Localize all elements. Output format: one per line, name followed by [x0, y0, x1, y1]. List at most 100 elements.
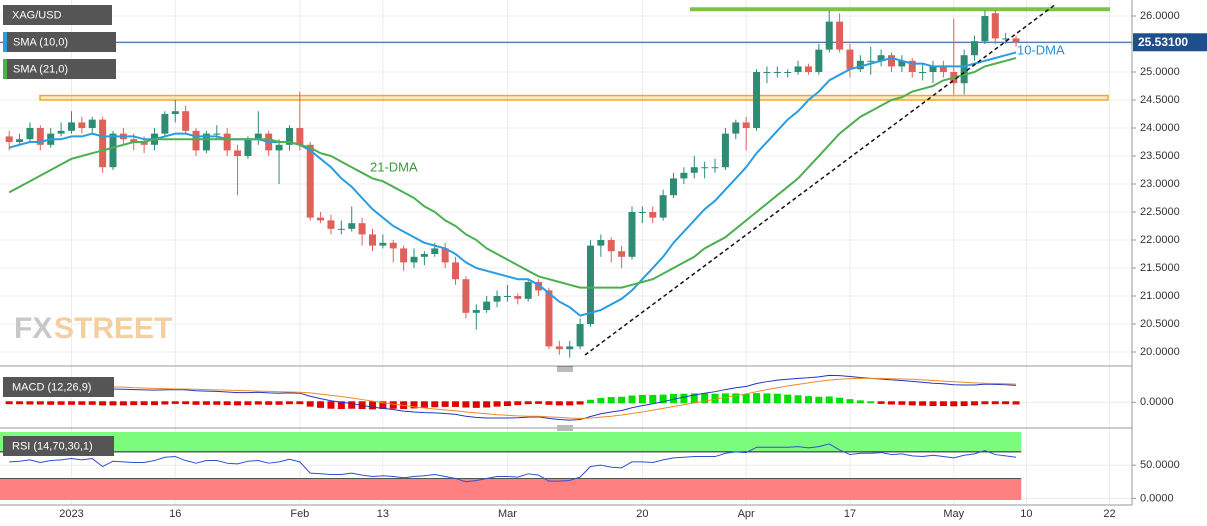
candle-body — [379, 242, 387, 246]
legend-swatch — [3, 32, 7, 52]
y-tick-label: 20.5000 — [1140, 318, 1180, 330]
macd-histogram-bar — [919, 401, 927, 406]
candle-body — [483, 301, 491, 311]
candle-body — [358, 223, 366, 235]
resize-handle[interactable] — [557, 366, 573, 372]
macd-histogram-bar — [618, 396, 626, 404]
y-tick-label: 0.0000 — [1140, 396, 1174, 408]
macd-histogram-bar — [67, 401, 75, 405]
macd-histogram-bar — [441, 401, 449, 407]
macd-histogram-bar — [804, 396, 812, 404]
macd-histogram-bar — [555, 401, 563, 406]
macd-histogram-bar — [5, 401, 13, 405]
macd-histogram-bar — [452, 401, 460, 407]
macd-histogram-bar — [535, 401, 543, 404]
macd-histogram-bar — [753, 393, 761, 404]
candle-body — [680, 172, 688, 179]
y-tick-label: 24.0000 — [1140, 122, 1180, 134]
macd-histogram-bar — [721, 393, 729, 404]
candle-body — [431, 248, 439, 255]
candle-body — [919, 72, 927, 74]
macd-histogram-bar — [47, 401, 55, 405]
legend-entry: SMA (10,0) — [13, 36, 68, 48]
watermark-street: STREET — [54, 312, 172, 345]
legend-swatch — [3, 59, 7, 79]
macd-histogram-bar — [88, 401, 96, 405]
candle-body — [472, 310, 480, 313]
macd-histogram-bar — [57, 401, 65, 405]
watermark-fx: FX — [14, 312, 52, 345]
sma-line — [8, 57, 1017, 289]
macd-histogram-bar — [389, 401, 397, 409]
legend-box[interactable] — [3, 5, 112, 25]
macd-histogram-bar — [566, 401, 574, 406]
candle-body — [244, 139, 252, 157]
y-tick-label: 26.0000 — [1140, 10, 1180, 22]
candle-body — [452, 262, 460, 280]
candle-body — [825, 21, 833, 50]
legend-box[interactable] — [3, 436, 114, 456]
annotation-10dma: 10-DMA — [1017, 42, 1065, 57]
x-tick-label: Apr — [738, 508, 755, 520]
candle-body — [597, 240, 605, 246]
y-tick-label: 22.0000 — [1140, 234, 1180, 246]
macd-histogram-bar — [867, 401, 875, 404]
macd-histogram-bar — [960, 401, 968, 407]
candle-body — [161, 114, 169, 134]
candle-body — [275, 144, 283, 151]
macd-histogram-bar — [202, 401, 210, 405]
macd-histogram-bar — [908, 401, 916, 406]
macd-histogram-bar — [514, 401, 522, 406]
candle-body — [140, 142, 148, 145]
rsi-line — [9, 443, 1017, 483]
macd-histogram-bar — [368, 401, 376, 410]
macd-histogram-bar — [379, 401, 387, 410]
candle-body — [763, 72, 771, 74]
candle-body — [337, 228, 345, 230]
resize-handle[interactable] — [557, 425, 573, 431]
sma-line — [8, 51, 1017, 317]
candle-body — [721, 133, 729, 168]
candle-body — [638, 212, 646, 214]
y-tick-label: 21.0000 — [1140, 290, 1180, 302]
marks-layer — [0, 7, 1132, 500]
candle-body — [929, 66, 937, 73]
candle-body — [327, 220, 335, 229]
macd-histogram-bar — [742, 394, 750, 404]
x-tick-label: 20 — [636, 508, 648, 520]
candle-body — [576, 324, 584, 347]
macd-histogram-bar — [78, 401, 86, 405]
annotation-21dma: 21-DMA — [370, 159, 418, 174]
macd-histogram-bar — [337, 401, 345, 410]
candle-body — [659, 195, 667, 218]
macd-histogram-bar — [607, 397, 615, 404]
legend-box[interactable] — [3, 32, 116, 52]
candle-body — [493, 296, 501, 302]
x-tick-label: 22 — [1103, 508, 1115, 520]
macd-histogram-bar — [306, 401, 314, 407]
candle-body — [296, 128, 304, 145]
y-tick-label: 0.0000 — [1140, 492, 1174, 504]
legend-box[interactable] — [3, 59, 116, 79]
rsi-title: RSI (14,70,30,1) — [12, 440, 93, 452]
macd-histogram-bar — [99, 401, 107, 406]
legend-box[interactable] — [3, 377, 114, 397]
x-tick-label: May — [943, 508, 964, 520]
x-tick-label: 13 — [377, 508, 389, 520]
macd-histogram-bar — [285, 401, 293, 405]
macd-histogram-bar — [119, 401, 127, 406]
macd-histogram-bar — [348, 401, 356, 409]
macd-histogram-bar — [151, 401, 159, 406]
candle-body — [109, 133, 117, 168]
macd-histogram-bar — [1002, 401, 1010, 405]
candle-body — [555, 346, 563, 350]
candle-body — [67, 122, 75, 131]
candle-body — [254, 133, 262, 140]
candle-body — [815, 49, 823, 73]
candle-body — [462, 279, 470, 313]
candle-body — [991, 13, 999, 39]
macd-histogram-bar — [856, 400, 864, 404]
y-tick-label: 23.5000 — [1140, 150, 1180, 162]
y-tick-label: 20.0000 — [1140, 346, 1180, 358]
y-tick-label: 23.0000 — [1140, 178, 1180, 190]
